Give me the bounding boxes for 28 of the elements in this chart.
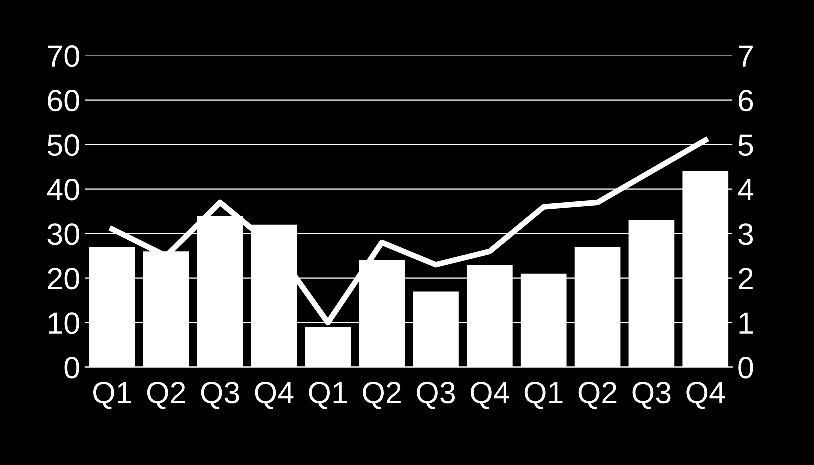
y2-tick-label: 7 [739,46,753,67]
y2-tick-label: 2 [739,268,753,290]
y-tick-label: 40 [47,179,80,201]
x-tick-label: Q2 [578,382,617,410]
x-tick-label: Q3 [201,382,240,410]
x-tick-label: Q3 [632,382,671,410]
x-tick-label: Q1 [524,382,563,410]
x-tick-label: Q4 [686,382,726,410]
x-tick-label: Q1 [94,382,132,410]
y-tick-label: 30 [48,224,80,246]
x-tick-label: Q4 [470,382,510,410]
x-tick-label: Q1 [309,382,348,410]
y2-tick-label: 5 [738,134,754,156]
y2-tick-label: 6 [739,90,754,112]
y-tick-label: 0 [64,357,80,379]
y2-tick-label: 4 [738,179,754,200]
x-tick-label: Q2 [147,382,186,410]
y-tick-label: 20 [48,268,80,290]
y2-tick-label: 0 [738,357,754,379]
x-tick-label: Q4 [255,382,294,410]
x-tick-label: Q3 [417,382,456,410]
y-tick-label: 50 [48,134,80,156]
y-tick-label: 60 [48,90,80,112]
y2-tick-label: 3 [738,224,754,246]
y-tick-label: 70 [48,46,80,68]
y-tick-label: 10 [48,312,80,334]
y2-tick-label: 1 [740,312,753,334]
x-tick-label: Q2 [363,382,401,410]
